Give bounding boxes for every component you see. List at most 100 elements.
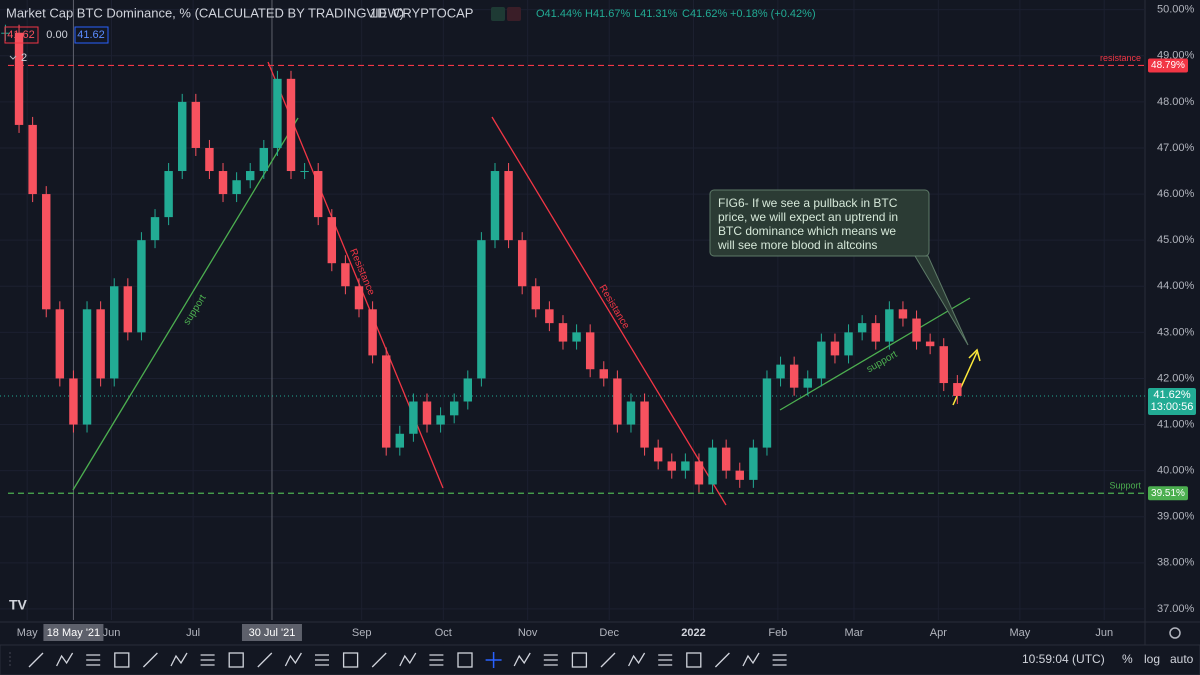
level-text: Support <box>1109 481 1141 491</box>
candle-body <box>42 194 51 310</box>
tool-icon[interactable] <box>284 652 302 667</box>
exchange: CRYPTOCAP <box>393 5 473 20</box>
tool-icon[interactable] <box>142 652 158 668</box>
tool-icon[interactable] <box>543 654 558 666</box>
settings-icon[interactable] <box>1169 627 1181 639</box>
candle-body <box>245 171 255 181</box>
countdown: 13:00:56 <box>1151 401 1194 413</box>
y-tick-label: 50.00% <box>1157 4 1195 16</box>
tool-icon[interactable] <box>170 652 188 667</box>
tool-icon[interactable] <box>86 654 101 666</box>
candle-body <box>572 332 581 342</box>
tool-icon[interactable] <box>257 652 273 668</box>
candle-body <box>640 401 649 448</box>
tool-icon[interactable] <box>658 654 673 666</box>
auto-toggle[interactable]: auto <box>1170 652 1194 666</box>
tool-icon[interactable] <box>56 652 74 667</box>
candle-body <box>14 32 24 125</box>
collapsed-count[interactable]: 2 <box>21 52 27 64</box>
candle-body <box>735 470 744 480</box>
tool-icon[interactable] <box>571 652 588 668</box>
tool-icon[interactable] <box>714 652 730 668</box>
candle-body <box>273 78 282 148</box>
tool-icon[interactable] <box>429 654 444 666</box>
candle-body <box>477 240 486 379</box>
trendline <box>779 297 971 411</box>
tool-icon[interactable] <box>200 654 215 666</box>
tool-icon[interactable] <box>371 652 387 668</box>
candle-body <box>721 447 731 471</box>
level-price-box <box>1148 58 1188 73</box>
drawings <box>72 61 981 506</box>
candle-body <box>830 341 840 356</box>
candle-body <box>504 171 513 241</box>
tool-icon[interactable] <box>628 652 646 667</box>
candle-body <box>368 309 377 356</box>
y-tick-label: 38.00% <box>1157 557 1195 569</box>
candle-body <box>354 286 364 310</box>
candle-body <box>96 309 105 379</box>
button[interactable] <box>507 7 521 21</box>
candle-body <box>953 383 962 396</box>
crosshair-label-box <box>43 624 104 641</box>
x-tick-label: Jul <box>186 627 200 639</box>
tool-icon[interactable] <box>686 652 702 668</box>
ohlc-open: O41.44% <box>536 8 582 20</box>
x-tick-label: Dec <box>599 627 619 639</box>
tool-icon[interactable] <box>742 652 760 667</box>
candle-body <box>844 332 853 356</box>
candle-body <box>599 369 608 379</box>
candle-body <box>803 378 812 388</box>
candle-body <box>110 286 119 379</box>
tool-icon[interactable] <box>457 652 473 668</box>
value-box <box>4 26 39 44</box>
candle-body <box>490 171 500 241</box>
tool-icons <box>9 652 787 668</box>
tool-icon[interactable] <box>772 654 787 666</box>
crosshair-label: 30 Jul '21 <box>249 627 296 639</box>
candle-body <box>137 240 146 333</box>
tool-icon[interactable] <box>228 652 244 668</box>
candle-body <box>218 171 228 195</box>
tool-icon[interactable] <box>342 652 359 668</box>
candle-body <box>898 309 908 319</box>
candle-body <box>871 323 880 342</box>
tool-icon[interactable] <box>485 652 502 668</box>
chart-title: Market Cap BTC Dominance, % (CALCULATED … <box>6 5 404 20</box>
x-tick-label: Feb <box>768 627 787 639</box>
candle-body <box>463 378 473 402</box>
last-price: 41.62% <box>1153 389 1191 401</box>
x-tick-label: Mar <box>845 627 864 639</box>
candle-body <box>531 286 540 310</box>
candle-body <box>708 447 717 485</box>
candle-body <box>300 171 309 173</box>
tool-icon[interactable] <box>513 652 531 667</box>
y-tick-label: 46.00% <box>1157 188 1195 200</box>
tool-icon[interactable] <box>399 652 417 667</box>
candle-body <box>925 341 935 347</box>
callout-box <box>709 189 930 257</box>
tool-icon[interactable] <box>600 652 616 668</box>
candle-body <box>82 309 92 425</box>
note-line: price, we will expect an uptrend in <box>718 210 898 224</box>
clock: 10:59:04 (UTC) <box>1022 652 1105 666</box>
tool-icon[interactable] <box>315 654 329 666</box>
x-tick-label: 2022 <box>681 627 705 639</box>
trendline <box>72 117 299 491</box>
candle-body <box>817 341 826 379</box>
level-price: 48.79% <box>1151 60 1185 71</box>
log-toggle[interactable]: log <box>1144 652 1160 666</box>
crosshair-label: 18 May '21 <box>47 627 100 639</box>
tool-icon[interactable] <box>28 652 44 668</box>
tool-icon[interactable] <box>114 652 130 668</box>
x-tick-label: Jun <box>1095 627 1113 639</box>
percent-toggle[interactable]: % <box>1122 652 1133 666</box>
level-price: 39.51% <box>1151 488 1185 499</box>
x-tick-label: Oct <box>435 627 452 639</box>
chevron[interactable] <box>9 55 17 60</box>
candle-body <box>912 318 921 342</box>
candle-body <box>286 78 296 172</box>
button[interactable] <box>491 7 505 21</box>
crosshair-label-box <box>241 624 302 641</box>
y-tick-label: 44.00% <box>1157 280 1195 292</box>
